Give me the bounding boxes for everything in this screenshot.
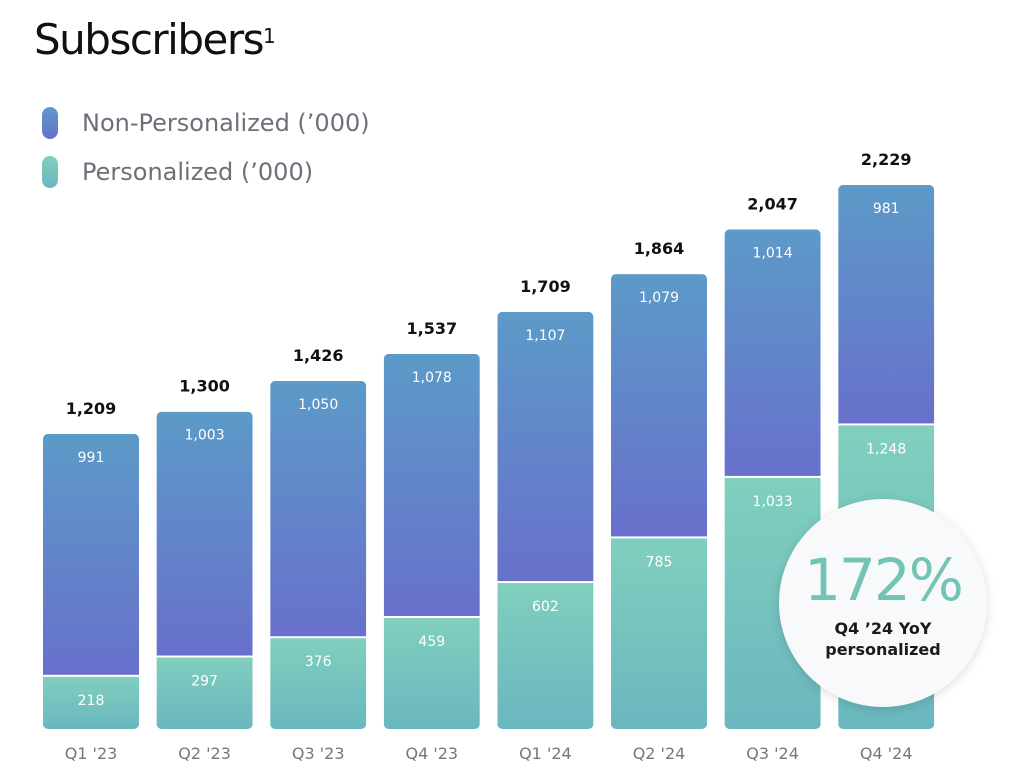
x-axis-tick-label: Q1 '23 — [65, 744, 118, 763]
personalized-value-label: 602 — [532, 599, 559, 615]
bar-stack — [611, 274, 707, 729]
bar-non-personalized — [838, 185, 935, 425]
x-axis-tick-label: Q4 '23 — [405, 744, 458, 763]
non-personalized-value-label: 991 — [78, 450, 105, 466]
segment-divider — [611, 536, 707, 539]
bar-non-personalized — [383, 353, 480, 617]
chart-title-text: Subscribers — [34, 15, 265, 64]
total-value-label: 1,300 — [179, 377, 230, 396]
personalized-value-label: 1,033 — [753, 494, 793, 510]
bar-non-personalized — [156, 411, 253, 657]
legend-swatch-personalized — [42, 156, 58, 188]
bar-non-personalized — [43, 433, 139, 676]
bar-stack — [43, 433, 139, 729]
total-value-label: 1,864 — [634, 239, 685, 258]
non-personalized-value-label: 1,107 — [525, 328, 565, 344]
yoy-callout-badge: 172% Q4 ’24 YoY personalized — [779, 499, 987, 707]
bar-stack — [383, 353, 480, 729]
legend-swatch-non-personalized — [42, 107, 58, 139]
total-value-label: 1,426 — [293, 346, 344, 365]
yoy-callout-caption: Q4 ’24 YoY personalized — [825, 619, 941, 659]
total-value-label: 1,209 — [66, 399, 117, 418]
legend-label-non-personalized: Non-Personalized (’000) — [82, 109, 370, 137]
personalized-value-label: 218 — [78, 693, 105, 709]
bar-personalized — [497, 582, 594, 729]
non-personalized-value-label: 981 — [873, 201, 900, 217]
title-footnote-marker: 1 — [263, 24, 276, 48]
legend-item-non-personalized: Non-Personalized (’000) — [42, 107, 370, 139]
legend-label-personalized: Personalized (’000) — [82, 158, 314, 186]
chart-title: Subscribers1 — [34, 14, 276, 66]
segment-divider — [838, 423, 935, 426]
personalized-value-label: 1,248 — [866, 441, 906, 457]
segment-divider — [383, 615, 480, 618]
total-value-label: 2,229 — [861, 150, 912, 169]
non-personalized-value-label: 1,003 — [185, 428, 225, 444]
personalized-value-label: 297 — [191, 674, 218, 690]
bar-personalized — [611, 537, 707, 729]
bar-non-personalized — [270, 380, 367, 638]
personalized-value-label: 459 — [418, 634, 445, 650]
bar-personalized — [270, 637, 367, 729]
bar-personalized — [43, 675, 139, 729]
bars-group — [43, 185, 935, 729]
segment-divider — [156, 655, 253, 658]
bar-non-personalized — [611, 274, 707, 538]
non-personalized-value-label: 1,014 — [753, 245, 793, 261]
non-personalized-value-label: 1,078 — [412, 370, 452, 386]
total-value-label: 2,047 — [747, 194, 798, 213]
yoy-callout-value: 172% — [804, 546, 964, 614]
non-personalized-value-label: 1,079 — [639, 290, 679, 306]
segment-divider — [724, 475, 821, 478]
labels-group: 1,209 991 218 Q1 '23 1,300 1,003 297 Q2 '23 1,42… — [65, 150, 913, 763]
bar-stack — [270, 380, 367, 729]
personalized-value-label: 376 — [305, 654, 332, 670]
x-axis-tick-label: Q3 '24 — [746, 744, 799, 763]
bar-non-personalized — [497, 311, 594, 583]
x-axis-tick-label: Q1 '24 — [519, 744, 572, 763]
bar-personalized — [156, 656, 253, 729]
legend-item-personalized: Personalized (’000) — [42, 156, 313, 188]
bar-non-personalized — [724, 229, 821, 477]
segment-divider — [43, 674, 139, 677]
x-axis-tick-label: Q2 '24 — [633, 744, 686, 763]
bar-personalized — [383, 616, 480, 729]
segment-divider — [497, 581, 594, 584]
total-value-label: 1,537 — [406, 319, 457, 338]
bar-stack — [497, 311, 594, 729]
personalized-value-label: 785 — [646, 554, 673, 570]
total-value-label: 1,709 — [520, 277, 571, 296]
x-axis-tick-label: Q3 '23 — [292, 744, 345, 763]
x-axis-tick-label: Q2 '23 — [178, 744, 231, 763]
non-personalized-value-label: 1,050 — [298, 397, 338, 413]
x-axis-tick-label: Q4 '24 — [860, 744, 913, 763]
bar-stack — [156, 411, 253, 729]
segment-divider — [270, 636, 367, 639]
